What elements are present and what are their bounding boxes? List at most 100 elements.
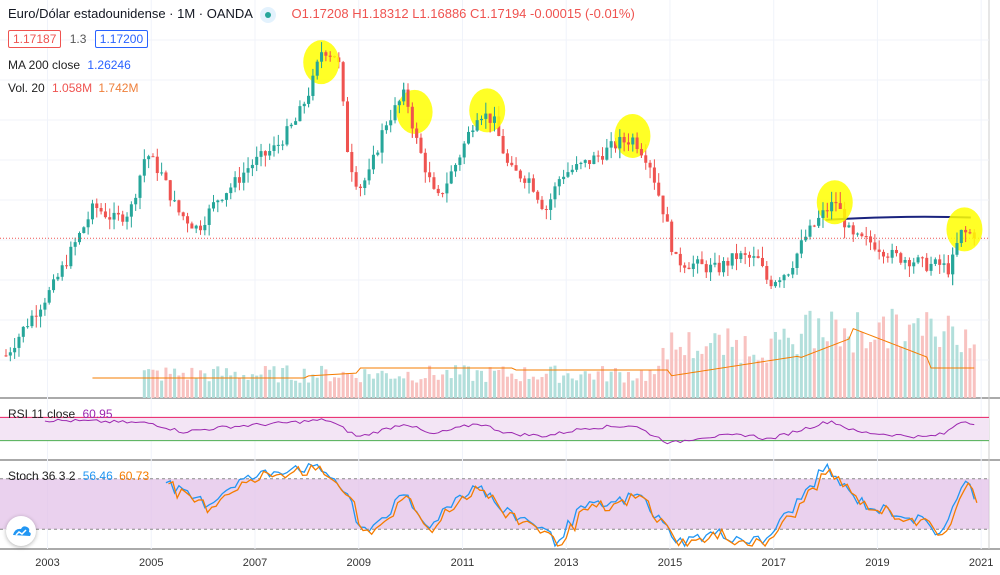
candle-body [108, 217, 112, 220]
volume-bar [363, 369, 367, 398]
volume-bar [946, 315, 950, 398]
volume-bar [613, 368, 618, 398]
volume-bar [717, 334, 721, 398]
candle-body [389, 120, 393, 126]
volume-bar [713, 333, 717, 398]
candle-body [186, 216, 190, 224]
candle-body [376, 152, 380, 155]
volume-bar [423, 378, 427, 398]
volume-bar [722, 354, 726, 398]
candle-body [367, 169, 371, 181]
candle-body [674, 251, 678, 254]
volume-bar [631, 380, 635, 398]
candle-body [73, 242, 77, 247]
sell-price-button[interactable]: 1.17187 [8, 30, 62, 48]
volume-bar [687, 332, 691, 398]
candle-body [665, 214, 669, 222]
candle-body [583, 160, 587, 163]
volume-bar [700, 353, 704, 398]
candle-body [488, 113, 492, 123]
candle-body [605, 147, 609, 160]
candle-body [652, 167, 656, 183]
volume-bar [233, 371, 237, 398]
volume-bar [570, 378, 574, 398]
volume-bar [263, 366, 267, 398]
volume-bar [843, 328, 847, 398]
volume-ma-value: 1.742M [98, 81, 139, 95]
ma-legend[interactable]: MA 200 close 1.26246 [8, 58, 131, 72]
volume-bar [756, 360, 760, 398]
candle-body [315, 61, 319, 76]
candle-body [484, 113, 488, 119]
symbol-title[interactable]: Euro/Dólar estadounidense · 1M · OANDA [8, 6, 253, 21]
candle-body [263, 151, 267, 156]
volume-bar [224, 368, 228, 398]
candle-body [164, 172, 168, 181]
volume-bar [890, 308, 894, 398]
volume-bar [328, 381, 332, 398]
candle-body [916, 257, 920, 263]
volume-bar [618, 372, 622, 398]
candle-body [760, 257, 764, 267]
volume-bar [579, 374, 583, 398]
candle-body [43, 302, 47, 310]
volume-bar [294, 380, 298, 398]
candle-body [778, 280, 782, 283]
candle-body [639, 149, 643, 156]
volume-legend[interactable]: Vol. 20 1.058M 1.742M [8, 81, 138, 95]
volume-bar [544, 373, 548, 398]
candle-body [224, 193, 228, 200]
volume-ma-line [92, 328, 975, 379]
candle-body [207, 208, 211, 225]
volume-bar [626, 372, 630, 398]
candle-body [147, 156, 151, 160]
rsi-line [44, 418, 975, 445]
volume-bar [454, 365, 458, 398]
candle-body [765, 266, 769, 280]
volume-bar [886, 348, 890, 398]
candle-body [518, 170, 522, 179]
candle-body [825, 210, 829, 212]
candle-body [341, 62, 345, 102]
candle-body [527, 178, 531, 183]
stoch-d-line [168, 464, 978, 548]
candle-body [30, 315, 34, 327]
candle-body [194, 225, 198, 229]
market-status-icon [259, 6, 276, 23]
volume-bar [315, 377, 319, 398]
volume-bar [242, 374, 246, 398]
buy-price-button[interactable]: 1.17200 [94, 30, 149, 48]
candle-body [920, 257, 924, 259]
candle-body [423, 152, 427, 173]
candle-body [393, 105, 397, 121]
volume-bar [912, 323, 916, 398]
stoch-legend[interactable]: Stoch 36 3 2 56.46 60.73 [8, 469, 149, 483]
candle-body [479, 118, 483, 121]
candle-body [860, 233, 864, 237]
candle-body [454, 164, 458, 172]
candle-body [65, 265, 69, 267]
volume-bar [402, 378, 406, 398]
volume-bar [635, 378, 639, 398]
candle-body [864, 236, 868, 238]
candle-body [601, 156, 605, 160]
volume-bar [168, 373, 172, 398]
volume-bar [397, 376, 401, 398]
volume-bar [765, 362, 769, 398]
volume-bar [155, 370, 159, 398]
tradingview-logo-icon[interactable] [6, 516, 36, 546]
volume-bar [881, 316, 886, 398]
candle-body [268, 150, 272, 156]
candle-body [786, 274, 790, 276]
candle-body [579, 162, 583, 165]
rsi-legend[interactable]: RSI 11 close 60.95 [8, 407, 113, 421]
candle-body [622, 136, 626, 143]
candle-body [449, 171, 453, 184]
volume-bar [933, 336, 937, 398]
volume-bar [778, 339, 782, 398]
candle-body [644, 155, 648, 163]
candle-body [39, 309, 43, 317]
candle-body [302, 103, 306, 107]
candle-body [428, 172, 432, 178]
